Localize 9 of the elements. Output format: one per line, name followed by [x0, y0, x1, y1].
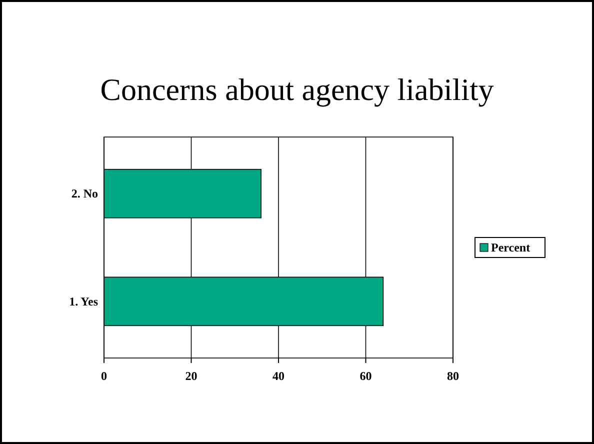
x-tick-label: 80: [447, 369, 459, 383]
x-tick-label: 40: [272, 369, 284, 383]
x-tick-label: 60: [360, 369, 372, 383]
legend-label: Percent: [491, 240, 530, 254]
x-tick-label: 0: [101, 369, 107, 383]
y-tick-label: 2. No: [71, 186, 98, 201]
chart-title: Concerns about agency liability: [100, 72, 494, 107]
x-tick-label: 20: [185, 369, 198, 383]
y-tick-label: 1. Yes: [69, 294, 98, 308]
